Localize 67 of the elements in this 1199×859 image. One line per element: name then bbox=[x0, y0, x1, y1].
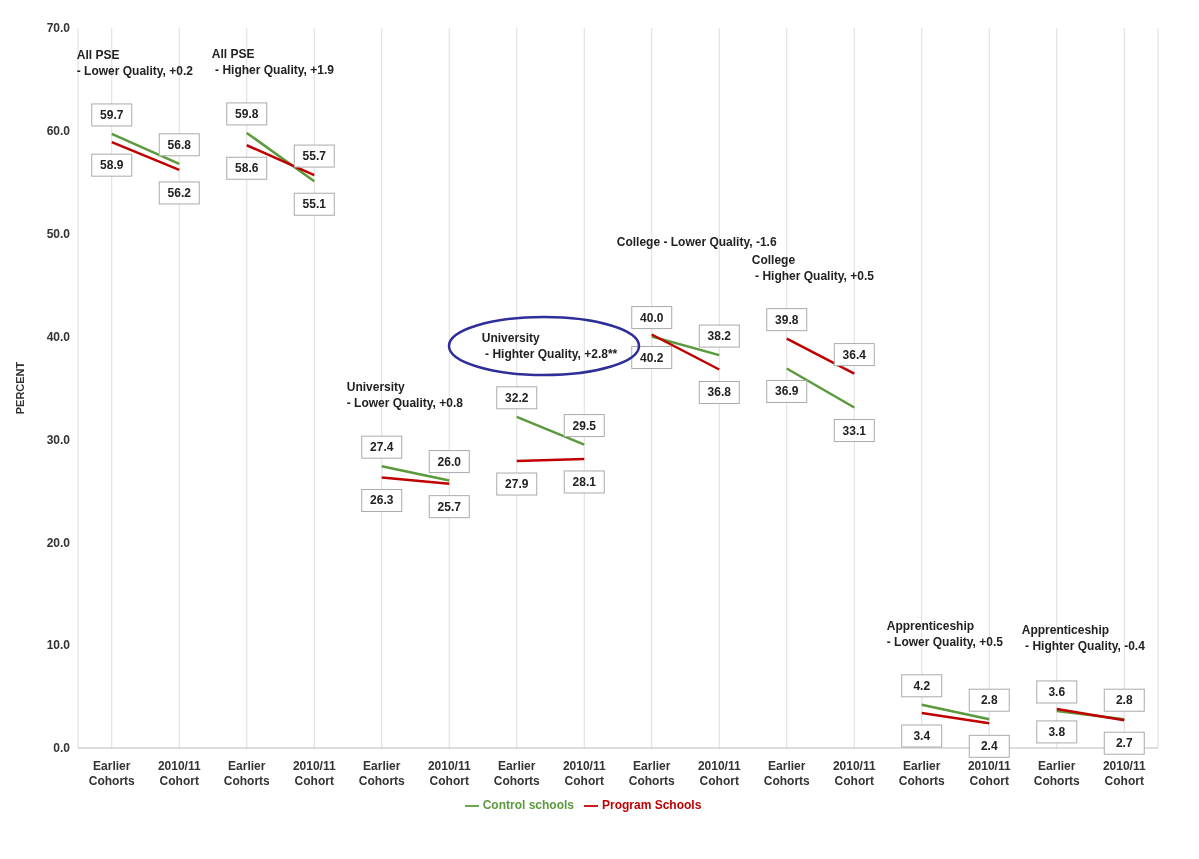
y-tick-label: 40.0 bbox=[46, 329, 71, 344]
x-tick-label: 2010/11 Cohort bbox=[1102, 759, 1146, 788]
annotation: University - Lower Quality, +0.8 bbox=[346, 379, 463, 412]
x-tick-label: 2010/11 Cohort bbox=[562, 759, 606, 788]
annotation: Apprenticeship - Lower Quality, +0.5 bbox=[886, 617, 1003, 650]
x-tick-label: 2010/11 Cohort bbox=[292, 759, 336, 788]
y-tick-label: 30.0 bbox=[46, 432, 71, 447]
x-tick-label: Earlier Cohorts bbox=[898, 759, 946, 788]
x-tick-label: Earlier Cohorts bbox=[628, 759, 676, 788]
x-tick-label: Earlier Cohorts bbox=[1033, 759, 1081, 788]
data-label: 33.1 bbox=[842, 423, 867, 438]
data-label: 3.6 bbox=[1048, 684, 1066, 699]
data-label: 36.9 bbox=[775, 384, 799, 399]
y-tick-label: 20.0 bbox=[46, 535, 71, 550]
data-label: 2.7 bbox=[1115, 736, 1133, 751]
data-label: 55.1 bbox=[302, 197, 327, 212]
data-label: 4.2 bbox=[913, 678, 931, 693]
y-axis-title: PERCENT bbox=[13, 361, 26, 415]
data-label: 58.6 bbox=[235, 161, 259, 176]
data-label: 27.4 bbox=[370, 440, 394, 455]
data-label: 2.8 bbox=[980, 693, 998, 708]
x-tick-label: 2010/11 Cohort bbox=[967, 759, 1011, 788]
x-tick-label: Earlier Cohorts bbox=[493, 759, 541, 788]
data-label: 3.8 bbox=[1048, 724, 1066, 739]
data-label: 3.4 bbox=[913, 729, 931, 744]
data-label: 26.0 bbox=[437, 454, 462, 469]
y-tick-label: 70.0 bbox=[46, 21, 71, 36]
x-tick-label: Earlier Cohorts bbox=[763, 759, 811, 788]
legend-label: Control schools bbox=[482, 798, 574, 812]
data-label: 39.8 bbox=[775, 312, 799, 327]
x-tick-label: 2010/11 Cohort bbox=[427, 759, 471, 788]
data-label: 36.4 bbox=[842, 347, 867, 362]
x-tick-label: Earlier Cohorts bbox=[88, 759, 136, 788]
data-label: 29.5 bbox=[572, 418, 597, 433]
data-label: 32.2 bbox=[505, 390, 529, 405]
annotation: University - Highter Quality, +2.8** bbox=[481, 329, 618, 362]
data-label: 56.2 bbox=[167, 185, 192, 200]
data-label: 36.8 bbox=[707, 385, 732, 400]
data-label: 38.2 bbox=[707, 329, 732, 344]
x-tick-label: Earlier Cohorts bbox=[358, 759, 406, 788]
data-label: 59.7 bbox=[100, 107, 124, 122]
data-label: 26.3 bbox=[370, 493, 394, 508]
data-label: 25.7 bbox=[437, 499, 462, 514]
x-tick-label: 2010/11 Cohort bbox=[157, 759, 201, 788]
data-label: 55.7 bbox=[302, 149, 327, 164]
data-label: 59.8 bbox=[235, 106, 259, 121]
y-tick-label: 10.0 bbox=[46, 638, 71, 653]
annotation: College - Lower Quality, -1.6 bbox=[616, 233, 777, 250]
annotation: College - Higher Quality, +0.5 bbox=[751, 251, 874, 284]
y-tick-label: 50.0 bbox=[46, 226, 71, 241]
annotation: All PSE - Lower Quality, +0.2 bbox=[76, 46, 193, 79]
legend-label: Program Schools bbox=[601, 798, 702, 812]
data-label: 28.1 bbox=[572, 474, 597, 489]
x-tick-label: Earlier Cohorts bbox=[223, 759, 271, 788]
data-label: 40.0 bbox=[640, 310, 664, 325]
x-tick-label: 2010/11 Cohort bbox=[697, 759, 741, 788]
y-tick-label: 0.0 bbox=[53, 741, 71, 756]
y-tick-label: 60.0 bbox=[46, 124, 71, 139]
data-label: 40.2 bbox=[640, 350, 664, 365]
data-label: 58.9 bbox=[100, 158, 124, 173]
data-label: 2.4 bbox=[980, 739, 998, 754]
annotation: All PSE - Higher Quality, +1.9 bbox=[211, 45, 334, 78]
data-label: 56.8 bbox=[167, 137, 192, 152]
annotation: Apprenticeship - Highter Quality, -0.4 bbox=[1021, 621, 1145, 654]
data-label: 2.8 bbox=[1115, 693, 1133, 708]
x-tick-label: 2010/11 Cohort bbox=[832, 759, 876, 788]
data-label: 27.9 bbox=[505, 477, 529, 492]
